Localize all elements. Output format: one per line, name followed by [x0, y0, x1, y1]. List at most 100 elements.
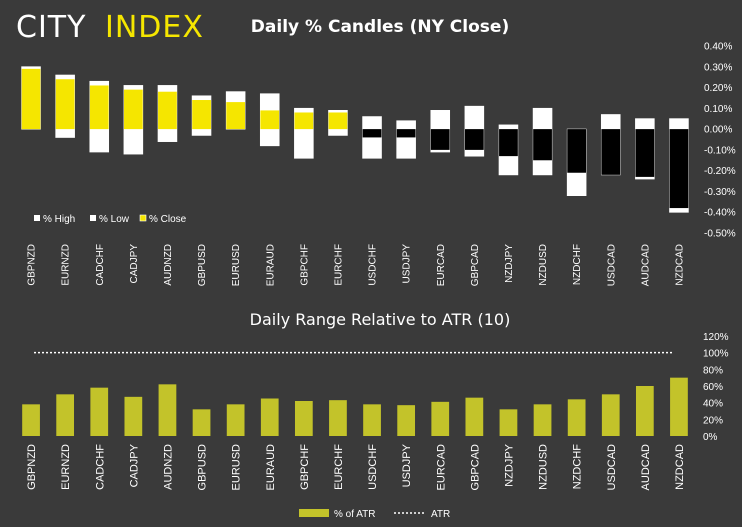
candles-x-axis: GBPNZD EURNZD CADCHF CADJPY AUDNZD GBPUSD EURU…: [27, 244, 686, 287]
atr-bar: [431, 401, 450, 436]
candles-chart-title: Daily % Candles (NY Close): [251, 17, 509, 37]
range-x-tick-label: USDCHF: [367, 444, 379, 490]
candles-x-tick-label: USDCAD: [606, 244, 617, 286]
range-x-tick-label: GBPNZD: [26, 444, 38, 490]
legend-low-swatch: [90, 215, 96, 221]
candles-x-tick-label: CADCHF: [95, 244, 106, 286]
candles-y-tick-label: 0.00%: [704, 125, 732, 136]
range-x-tick-label: EURNZD: [60, 444, 72, 490]
candles-legend: % High % Low % Close: [34, 214, 187, 225]
legend-high-swatch: [34, 215, 40, 221]
range-y-tick-label: 40%: [703, 399, 723, 410]
range-x-tick-label: NZDCHF: [572, 444, 584, 489]
atr-bar: [601, 394, 620, 436]
candles-y-tick-label: 0.30%: [704, 62, 732, 73]
candle-close-bar: [635, 129, 655, 177]
atr-bar: [124, 396, 143, 436]
legend-close-swatch: [139, 214, 147, 222]
atr-bar: [294, 401, 313, 436]
range-y-tick-label: 100%: [703, 349, 729, 360]
range-chart-title: Daily Range Relative to ATR (10): [250, 310, 511, 329]
range-x-tick-label: CADCHF: [94, 444, 106, 490]
range-x-tick-label: GBPCHF: [299, 444, 311, 490]
candles-y-tick-label: 0.20%: [704, 83, 732, 94]
range-x-tick-label: USDCAD: [606, 444, 618, 491]
range-x-tick-label: NZDJPY: [503, 443, 515, 486]
candle-close-bar: [669, 129, 689, 209]
candles-y-tick-label: 0.10%: [704, 104, 732, 115]
candle-close-bar: [601, 129, 621, 175]
range-x-tick-label: NZDUSD: [538, 444, 550, 490]
range-y-tick-label: 120%: [703, 332, 729, 343]
candle-close-bar: [396, 129, 416, 138]
legend-low-label: % Low: [99, 214, 130, 225]
candles-x-tick-label: GBPNZD: [27, 244, 38, 286]
atr-bar: [635, 386, 654, 436]
candles-x-tick-label: NZDJPY: [504, 244, 515, 283]
atr-bar: [533, 404, 552, 436]
candle-close-bar: [123, 89, 143, 130]
candles-y-axis: 0.40% 0.30% 0.20% 0.10% 0.00% -0.10% -0.20% -0.…: [704, 42, 736, 240]
legend-atr-pct-swatch: [299, 509, 329, 517]
candles-x-tick-label: NZDCHF: [572, 244, 583, 285]
range-legend: % of ATR ATR: [299, 509, 450, 520]
range-plot: [22, 351, 688, 436]
candles-y-tick-label: -0.30%: [704, 187, 736, 198]
candles-x-tick-label: GBPUSD: [197, 244, 208, 286]
range-x-tick-label: GBPCAD: [469, 444, 481, 491]
range-x-tick-label: USDJPY: [401, 443, 413, 487]
candle-close-bar: [89, 85, 109, 130]
candle-close-bar: [192, 100, 211, 130]
candles-x-tick-label: GBPCAD: [470, 244, 481, 286]
candle-close-bar: [430, 129, 450, 150]
candle-close-bar: [294, 112, 314, 130]
candles-x-tick-label: EURUSD: [231, 244, 242, 286]
range-y-axis: 120% 100% 80% 60% 40% 20% 0%: [703, 332, 729, 443]
candles-x-tick-label: GBPCHF: [299, 244, 310, 286]
atr-bar: [567, 399, 586, 436]
candle-close-bar: [260, 110, 280, 130]
candle-close-bar: [21, 68, 41, 130]
candles-x-tick-label: EURCHF: [333, 244, 344, 286]
atr-bar: [56, 394, 75, 436]
candles-x-tick-label: CADJPY: [129, 244, 140, 284]
range-x-axis: GBPNZD EURNZD CADCHF CADJPY AUDNZD GBPUSD EURU…: [26, 443, 686, 490]
atr-bar: [670, 377, 688, 436]
range-x-tick-label: EURCHF: [333, 444, 345, 490]
candles-x-tick-label: EURAUD: [265, 244, 276, 286]
atr-bar: [260, 398, 279, 436]
candles-y-tick-label: -0.10%: [704, 145, 736, 156]
candles-x-tick-label: USDJPY: [402, 244, 413, 284]
atr-bar: [90, 387, 109, 436]
candle-close-bar: [328, 112, 348, 130]
atr-bar: [226, 404, 245, 436]
candles-x-tick-label: EURNZD: [61, 244, 72, 286]
atr-bar: [363, 404, 381, 436]
legend-high-label: % High: [43, 214, 75, 225]
range-x-tick-label: AUDCAD: [640, 444, 652, 491]
atr-bar: [158, 384, 177, 436]
candles-y-tick-label: -0.20%: [704, 166, 736, 177]
legend-atr-label: ATR: [431, 509, 450, 520]
range-y-tick-label: 60%: [703, 382, 723, 393]
candle-range-bar: [396, 120, 416, 159]
candle-close-bar: [55, 79, 75, 130]
candles-x-tick-label: AUDNZD: [163, 244, 174, 286]
atr-bar: [329, 400, 347, 436]
candles-y-tick-label: -0.40%: [704, 208, 736, 219]
atr-bar: [499, 409, 518, 436]
candles-plot: [21, 66, 689, 213]
range-x-tick-label: EURUSD: [231, 444, 243, 491]
atr-bar: [465, 397, 484, 436]
range-y-tick-label: 20%: [703, 415, 723, 426]
range-x-tick-label: EURAUD: [265, 444, 277, 491]
candles-y-tick-label: -0.50%: [704, 229, 736, 240]
logo-index-text: INDEX: [105, 10, 204, 45]
candle-close-bar: [567, 129, 587, 173]
legend-close-label: % Close: [149, 214, 187, 225]
candles-x-tick-label: NZDUSD: [538, 244, 549, 286]
candle-close-bar: [499, 129, 518, 157]
candle-close-bar: [362, 129, 382, 138]
legend-atr-pct-label: % of ATR: [334, 509, 376, 520]
